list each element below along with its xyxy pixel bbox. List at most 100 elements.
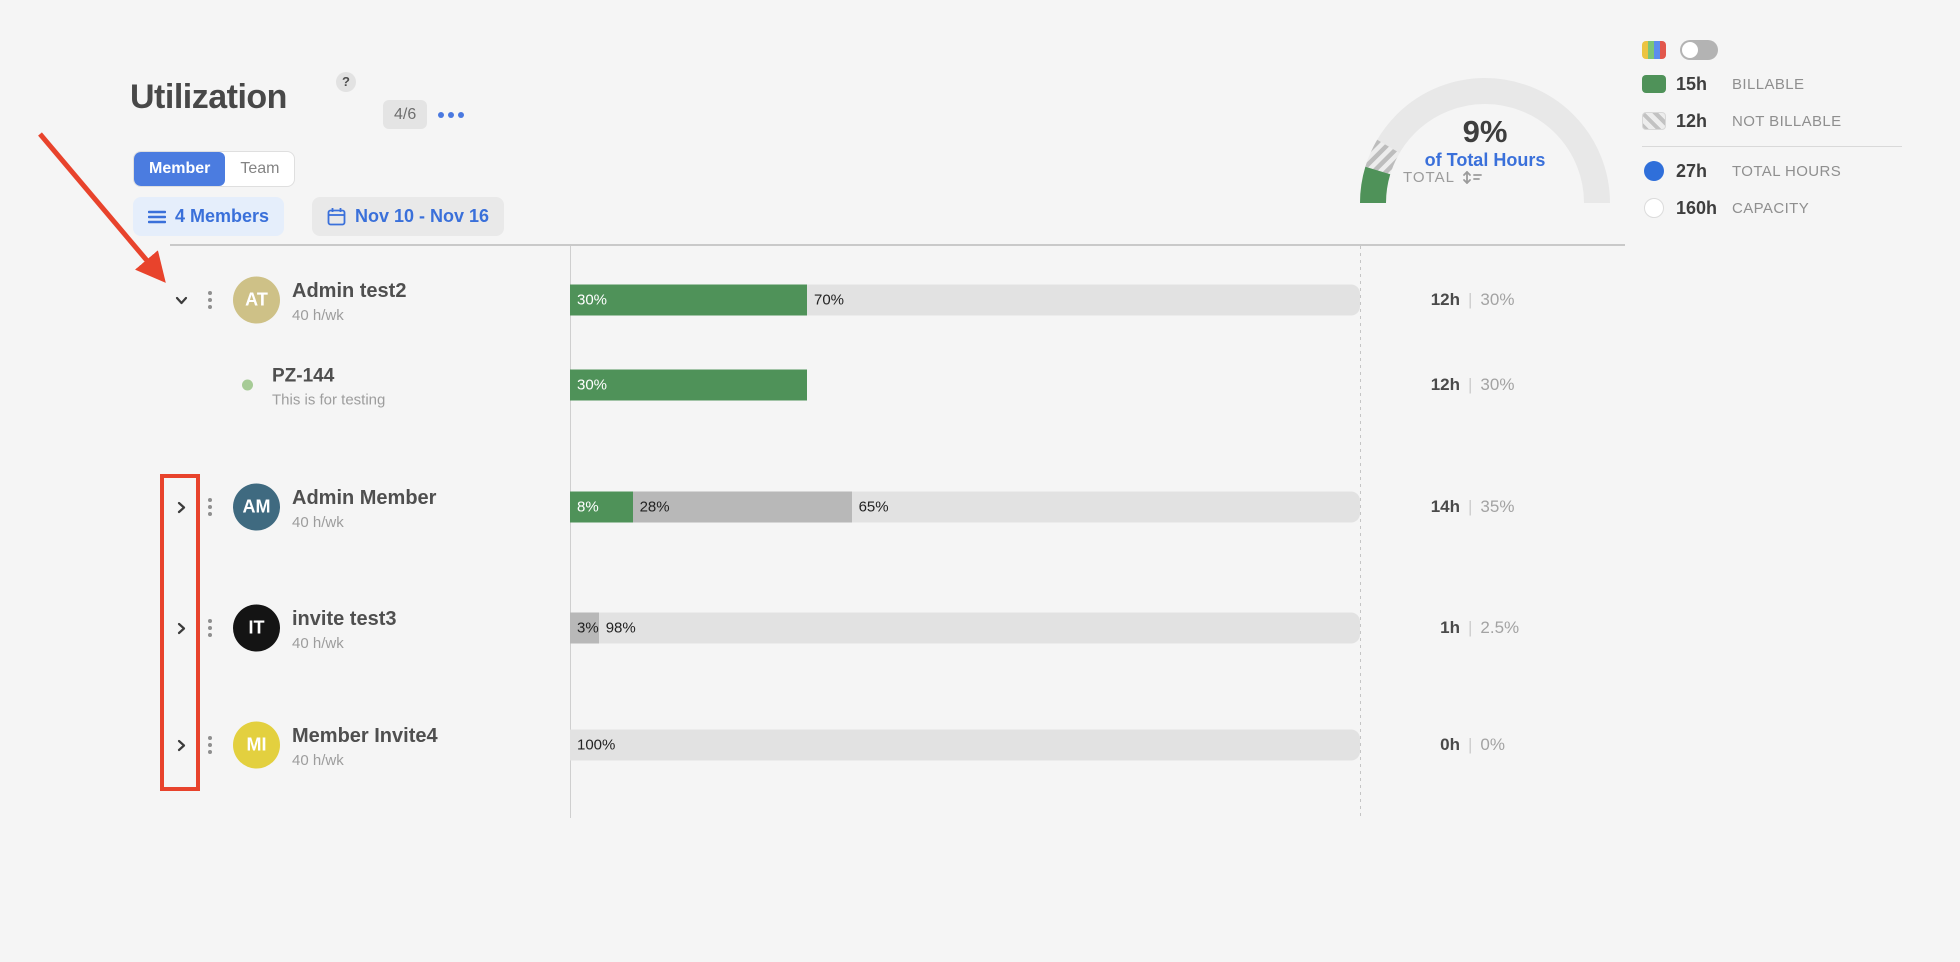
header-divider (170, 244, 1625, 246)
not-billable-value: 12h (1676, 110, 1708, 131)
utilization-bar: 100% (570, 729, 1360, 761)
member-name: Admin Member (292, 487, 437, 509)
bar-segment-label: 70% (814, 291, 845, 309)
member-name-block: Member Invite4 40 h/wk (292, 725, 438, 769)
row-hours: 1h (1440, 618, 1460, 637)
bar-segment-label: 8% (577, 498, 599, 516)
bar-segment-label: 30% (577, 376, 608, 394)
row-hours: 12h (1430, 375, 1460, 394)
row-percent: 30% (1480, 290, 1515, 309)
capacity-label: CAPACITY (1732, 199, 1810, 217)
row-stats: 12h | 30% (1400, 290, 1515, 310)
bar-segment-empty: 70% (807, 284, 1360, 316)
member-capacity: 40 h/wk (292, 514, 344, 531)
chart-end-dotted-line (1360, 246, 1361, 818)
member-capacity: 40 h/wk (292, 307, 344, 324)
calendar-icon (327, 208, 346, 226)
row-hours: 14h (1430, 497, 1460, 516)
task-name: PZ-144 (272, 365, 335, 387)
avatar: AM (233, 483, 280, 531)
total-hours-label: TOTAL HOURS (1732, 162, 1842, 180)
member-name-block: invite test3 40 h/wk (292, 608, 396, 652)
total-label: TOTAL (1403, 169, 1455, 186)
member-name-block: Admin test2 40 h/wk (292, 280, 406, 324)
avatar: IT (233, 604, 280, 652)
bar-segment-billable: 30% (570, 369, 807, 401)
row-stats: 14h | 35% (1400, 497, 1515, 517)
total-hours-swatch (1644, 161, 1664, 181)
gauge-sublabel: of Total Hours (1424, 150, 1546, 170)
utilization-bar: 8% 28% 65% (570, 491, 1360, 523)
tab-team[interactable]: Team (240, 160, 280, 177)
total-sort-button[interactable]: TOTAL (1403, 169, 1482, 186)
row-hours: 0h (1440, 735, 1460, 754)
view-toggle: Member Team (133, 151, 296, 187)
color-toggle-switch[interactable] (1680, 40, 1718, 60)
task-status-dot (242, 379, 253, 391)
row-stats: 0h | 0% (1400, 735, 1505, 755)
legend: 15h BILLABLE 12h NOT BILLABLE 27h TOTAL … (1642, 40, 1902, 221)
bar-segment-label: 98% (605, 619, 636, 637)
legend-item-not-billable: 12h NOT BILLABLE (1642, 108, 1902, 134)
sort-icon (1463, 171, 1482, 184)
billable-value: 15h (1676, 73, 1708, 94)
chevron-right-icon[interactable] (168, 732, 194, 758)
overflow-menu-icon[interactable] (438, 112, 464, 118)
kebab-menu-icon[interactable] (204, 494, 216, 520)
chevron-right-icon[interactable] (168, 615, 194, 641)
row-percent: 0% (1480, 735, 1505, 754)
member-name: Admin test2 (292, 280, 407, 302)
kebab-menu-icon[interactable] (204, 732, 216, 758)
bar-segment-label: 65% (858, 498, 889, 516)
billable-swatch (1642, 75, 1666, 93)
chevron-down-icon[interactable] (168, 287, 194, 313)
bar-segment-label: 30% (577, 291, 608, 309)
legend-divider (1642, 146, 1902, 147)
utilization-bar: 3% 98% (570, 612, 1360, 644)
help-icon[interactable]: ? (336, 72, 356, 92)
bar-segment-billable: 8% (570, 491, 633, 523)
legend-item-total-hours: 27h TOTAL HOURS (1642, 158, 1902, 184)
task-description: This is for testing (272, 391, 386, 409)
bar-segment-empty: 65% (851, 491, 1360, 523)
bar-segment-label: 3% (577, 619, 599, 637)
utilization-bar: 30% (570, 369, 1360, 401)
legend-item-billable: 15h BILLABLE (1642, 71, 1902, 97)
members-filter-label: 4 Members (175, 206, 270, 226)
not-billable-swatch (1642, 112, 1666, 130)
member-name-block: Admin Member 40 h/wk (292, 487, 436, 531)
stats-separator: | (1468, 290, 1473, 309)
kebab-menu-icon[interactable] (204, 615, 216, 641)
member-name: Member Invite4 (292, 725, 438, 747)
date-range-chip[interactable]: Nov 10 - Nov 16 (312, 197, 505, 236)
utilization-bar: 30% 70% (570, 284, 1360, 316)
billable-label: BILLABLE (1732, 75, 1805, 93)
color-mode-icon[interactable] (1642, 41, 1666, 59)
stats-separator: | (1468, 618, 1473, 637)
capacity-value: 160h (1676, 197, 1718, 218)
tab-member[interactable]: Member (134, 152, 226, 186)
row-stats: 1h | 2.5% (1400, 618, 1519, 638)
capacity-swatch (1644, 198, 1664, 218)
task-name-block: PZ-144 This is for testing (272, 366, 385, 409)
row-percent: 2.5% (1480, 618, 1520, 637)
stats-separator: | (1468, 735, 1473, 754)
utilization-gauge (1359, 78, 1610, 204)
bar-segment-label: 28% (639, 498, 670, 516)
bar-segment-empty: 100% (570, 729, 1360, 761)
row-percent: 30% (1480, 375, 1515, 394)
bar-segment-notbillable: 28% (632, 491, 852, 523)
member-name: invite test3 (292, 608, 397, 630)
chevron-right-icon[interactable] (168, 494, 194, 520)
bar-segment-billable: 30% (570, 284, 807, 316)
kebab-menu-icon[interactable] (204, 287, 216, 313)
not-billable-label: NOT BILLABLE (1732, 112, 1842, 130)
bar-segment-label: 100% (577, 736, 616, 754)
members-filter-chip[interactable]: 4 Members (133, 197, 285, 236)
total-hours-value: 27h (1676, 160, 1708, 181)
avatar: AT (233, 276, 280, 324)
stats-separator: | (1468, 497, 1473, 516)
page-title: Utilization (130, 78, 287, 116)
count-badge: 4/6 (383, 100, 428, 129)
